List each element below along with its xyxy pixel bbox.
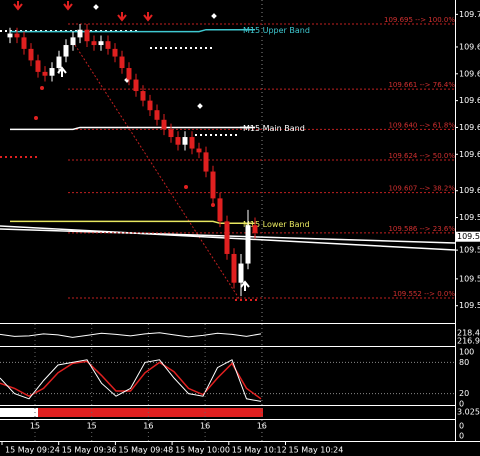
band-label: M15 Main Band — [243, 124, 305, 133]
date-label: 15 — [30, 422, 40, 431]
fib-label: 109.640 --> 61.8% — [388, 121, 455, 129]
candle-body — [210, 171, 216, 199]
band-line — [10, 126, 255, 131]
candle-body — [203, 152, 209, 172]
stoch-tick-label: 0 — [459, 400, 464, 409]
stoch-tick-label: 20 — [459, 389, 469, 398]
candle-body — [119, 56, 125, 69]
time-label: 15 May 09:36 — [62, 446, 117, 455]
fib-label: 109.695 --> 100.0% — [384, 16, 455, 24]
candle-body — [112, 48, 118, 57]
candle-body — [91, 41, 97, 46]
candle-body — [98, 41, 104, 46]
date-label: 15 — [87, 422, 97, 431]
candle-body — [224, 221, 230, 254]
fib-label: 109.586 --> 23.6% — [388, 225, 455, 233]
candle-body — [161, 119, 167, 130]
candle-body — [175, 137, 181, 145]
time-label: 15 May 09:48 — [118, 446, 173, 455]
date-label: 16 — [143, 422, 153, 431]
histogram-bar — [38, 408, 263, 417]
fib-trendline — [74, 44, 241, 301]
y-tick-label: 109.5 — [459, 274, 480, 283]
y-tick-label: 109.6 — [459, 69, 480, 78]
y-tick-label: 109.6 — [459, 42, 480, 51]
candle-body — [189, 137, 195, 149]
time-label: 15 May 10:00 — [175, 446, 230, 455]
date-label: 16 — [257, 422, 267, 431]
fib-label: 109.552 --> 0.0% — [393, 290, 455, 298]
candle-body — [7, 33, 13, 38]
candle-body — [140, 91, 146, 101]
candle-body — [63, 45, 69, 57]
candle-body — [217, 198, 223, 222]
y-tick-label: 109.6 — [459, 96, 480, 105]
y-tick-label: 109.5 — [459, 301, 480, 310]
bottom-tick-label: 0 — [459, 422, 464, 431]
candle-body — [231, 253, 237, 283]
candle-body — [126, 68, 132, 80]
price-label: 109.58 — [457, 232, 480, 241]
band-label: M15 Lower Band — [243, 220, 310, 229]
candle-body — [77, 29, 83, 38]
time-label: 15 May 09:24 — [5, 446, 60, 455]
date-label: 16 — [200, 422, 210, 431]
candle-body — [133, 79, 139, 92]
sell-arrows — [13, 1, 153, 22]
bottom-tick-label: 0 — [459, 432, 464, 441]
fib-label: 109.661 --> 76.4% — [388, 81, 455, 89]
candle-body — [168, 129, 174, 138]
candle-body — [105, 41, 111, 49]
fib-label: 109.624 --> 50.0% — [388, 152, 455, 160]
y-tick-label: 109.6 — [459, 123, 480, 132]
price-box — [456, 231, 480, 242]
bar-panel-label: 3.025 — [457, 408, 480, 417]
y-tick-label: 109.5 — [459, 213, 480, 222]
candle-body — [245, 225, 251, 264]
candle-body — [252, 225, 258, 233]
stoch-tick-label: 100 — [459, 348, 474, 357]
histogram-bar — [0, 408, 38, 417]
buy-arrows — [57, 66, 250, 291]
candle-body — [147, 100, 153, 111]
band-line — [10, 28, 255, 33]
y-tick-label: 109.70 — [459, 10, 480, 19]
candle-body — [21, 37, 27, 49]
candle-body — [238, 263, 244, 283]
stoch-tick-label: 80 — [459, 358, 469, 367]
stoch-signal — [0, 360, 262, 400]
time-label: 15 May 10:12 — [232, 446, 287, 455]
candle-body — [49, 68, 55, 76]
band-label: M15 Upper Band — [243, 26, 310, 35]
cci-tick-label: 216.9 — [457, 337, 480, 346]
cci-line — [0, 332, 262, 338]
cci-tick-label: 218.46 — [457, 329, 480, 338]
y-tick-label: 109.6 — [459, 150, 480, 159]
band-line — [10, 220, 255, 225]
candle-body — [56, 56, 62, 69]
y-tick-label: 109.5 — [459, 246, 480, 255]
candle-body — [35, 60, 41, 72]
candle-body — [196, 148, 202, 153]
y-tick-label: 109.6 — [459, 186, 480, 195]
fib-label: 109.607 --> 38.2% — [388, 185, 455, 193]
candle-body — [84, 29, 90, 42]
candle-body — [154, 110, 160, 120]
candle-body — [182, 137, 188, 145]
candle-body — [14, 33, 20, 38]
candle-body — [42, 71, 48, 76]
stoch-main — [0, 359, 262, 402]
time-label: 15 May 10:24 — [289, 446, 344, 455]
red-dots — [34, 86, 215, 207]
candle-body — [28, 48, 34, 61]
candle-body — [70, 37, 76, 46]
